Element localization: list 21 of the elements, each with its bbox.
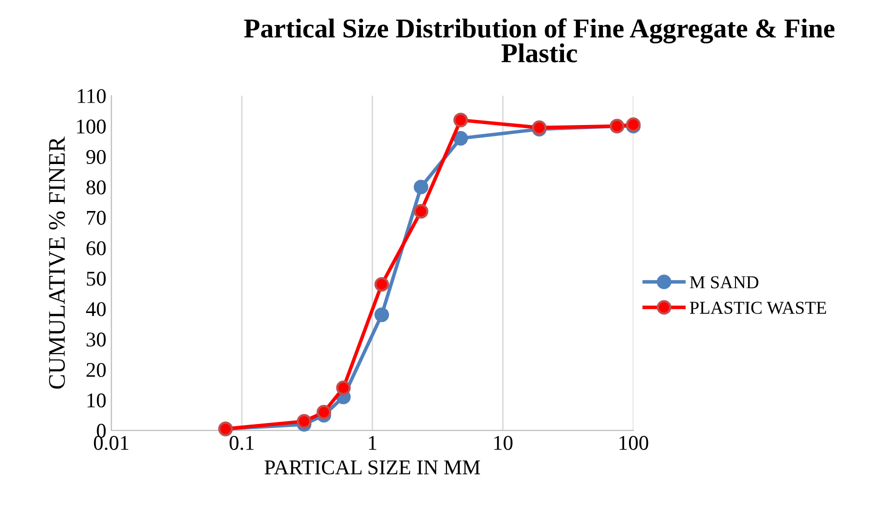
legend-label: M SAND bbox=[690, 276, 758, 288]
y-tick-label: 10 bbox=[88, 393, 106, 408]
x-tick-label: 1 bbox=[368, 436, 376, 450]
x-tick-label: 0.1 bbox=[230, 436, 254, 450]
y-tick-label: 30 bbox=[86, 332, 106, 347]
legend-label: PLASTIC WASTE bbox=[690, 302, 826, 314]
y-tick-label: 90 bbox=[86, 150, 106, 164]
y-tick-label: 110 bbox=[78, 89, 106, 104]
y-tick-label: 50 bbox=[86, 272, 106, 286]
y-tick-label: 20 bbox=[86, 362, 106, 378]
y-tick-label: 100 bbox=[77, 120, 106, 134]
y-tick-label: 60 bbox=[86, 241, 106, 256]
chart-title: Partical Size Distribution of Fine Aggregate & Fine Plastic bbox=[244, 18, 834, 62]
x-tick-label: 10 bbox=[494, 436, 512, 450]
y-axis-title: CUMULATIVE % FINER bbox=[48, 136, 66, 389]
y-tick-label: 80 bbox=[86, 180, 106, 194]
y-tick-label: 70 bbox=[87, 210, 106, 225]
x-axis-title: PARTICAL SIZE IN MM bbox=[264, 460, 480, 474]
x-tick-label: 100 bbox=[620, 436, 648, 450]
y-tick-label: 40 bbox=[86, 302, 106, 316]
x-tick-label: 0.01 bbox=[94, 436, 128, 450]
